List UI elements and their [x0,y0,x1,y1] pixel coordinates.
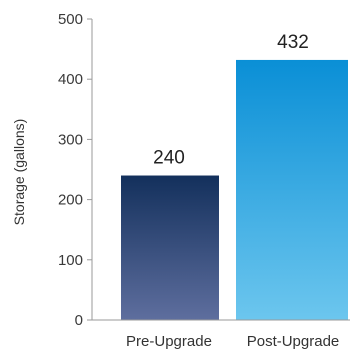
x-category-label: Pre-Upgrade [126,333,212,350]
data-labels: 240 432 [153,32,309,169]
bar-post-upgrade [236,59,348,320]
x-category-label: Post-Upgrade [247,333,340,350]
data-label-pre-upgrade: 240 [153,148,185,169]
y-tick-label: 400 [58,71,83,88]
y-tick-label: 500 [58,11,83,28]
data-label-post-upgrade: 432 [277,32,309,53]
y-tick-label: 300 [58,131,83,148]
y-tick-label: 200 [58,192,83,209]
bar-pre-upgrade [121,175,219,320]
y-axis-title: Storage (gallons) [11,119,27,226]
y-tick-label: 0 [75,312,83,329]
x-axis: Pre-Upgrade Post-Upgrade [92,319,350,350]
y-tick-label: 100 [58,252,83,269]
y-axis: 0 100 200 300 400 500 [58,11,93,329]
bars [121,59,348,320]
